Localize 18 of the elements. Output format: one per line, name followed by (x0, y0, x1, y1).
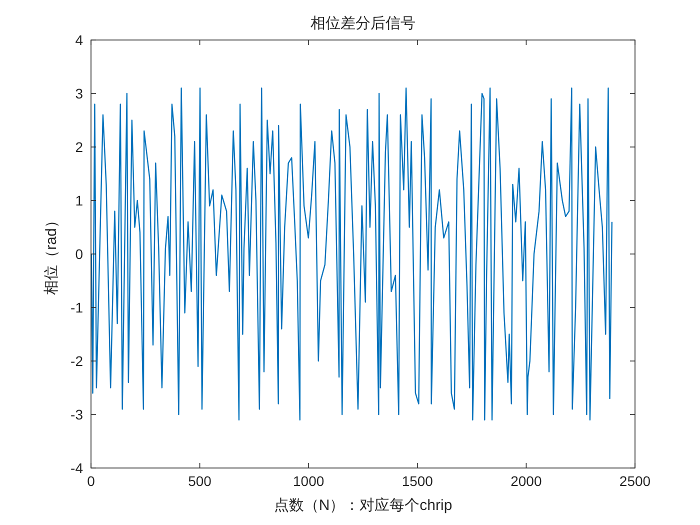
y-tick-label: -1 (70, 300, 84, 316)
y-tick-label: 2 (75, 139, 84, 155)
x-tick-label: 1500 (402, 473, 434, 489)
y-tick-label: -3 (70, 406, 84, 422)
x-tick-label: 500 (188, 473, 212, 489)
y-axis-title: 相位（rad） (43, 213, 60, 295)
x-tick-label: 0 (87, 473, 96, 489)
y-tick-label: 4 (75, 32, 84, 48)
y-tick-label: -2 (70, 353, 84, 369)
y-tick-label: 3 (75, 86, 84, 102)
y-tick-label: 0 (75, 246, 84, 262)
y-tick-label: -4 (70, 460, 84, 476)
chart-title: 相位差分后信号 (310, 15, 416, 32)
x-tick-label: 1000 (293, 473, 324, 489)
x-axis-title: 点数（N）：对应每个chrip (274, 497, 452, 514)
y-tick-label: 1 (75, 192, 84, 208)
x-tick-label: 2500 (619, 473, 651, 489)
x-tick-label: 2000 (510, 473, 542, 489)
